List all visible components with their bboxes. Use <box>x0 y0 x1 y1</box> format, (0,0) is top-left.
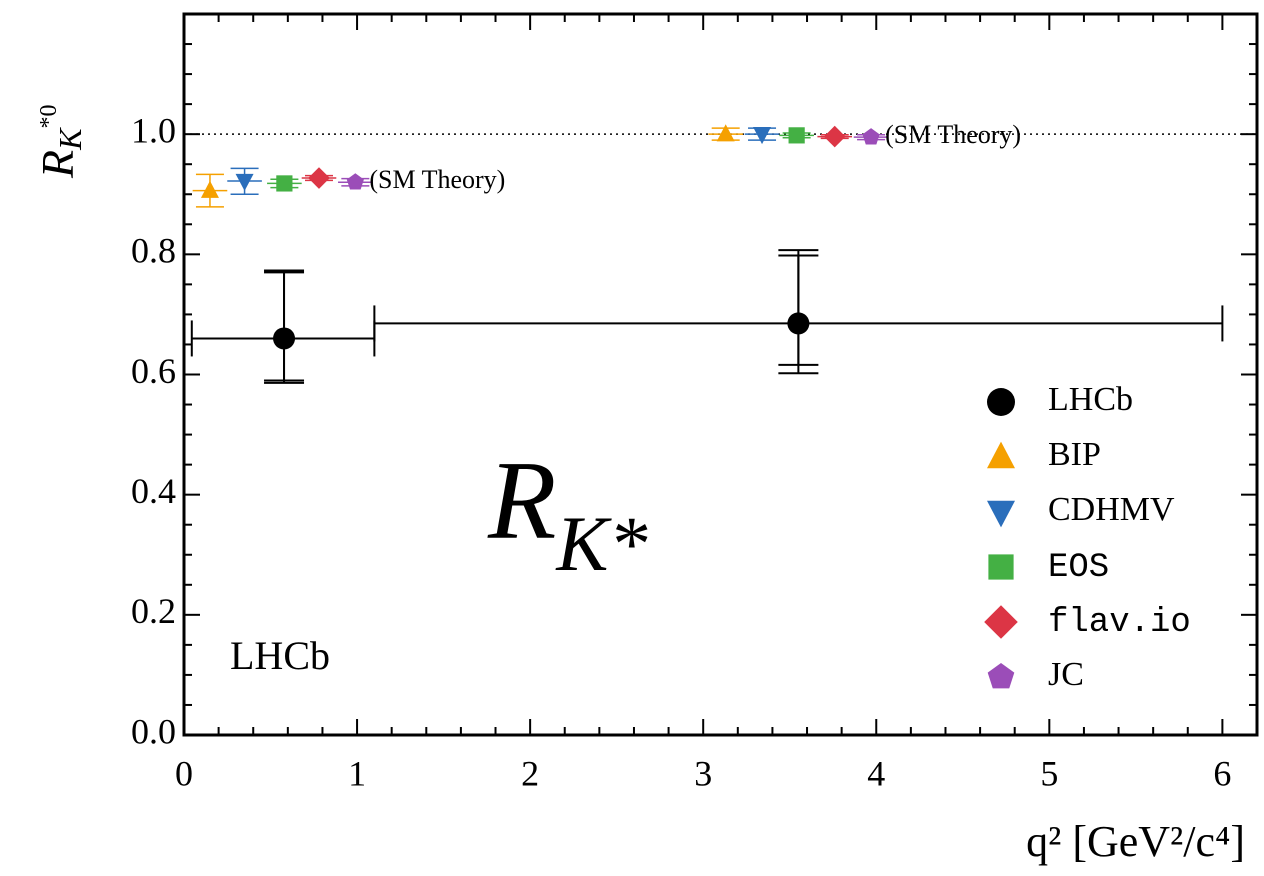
y-tick-label: 0.0 <box>131 711 176 751</box>
x-tick-label: 3 <box>694 753 712 793</box>
data-point <box>276 175 293 192</box>
x-axis-label: q² [GeV²/c⁴] <box>1026 817 1245 866</box>
data-point <box>788 127 805 144</box>
data-point <box>346 173 364 190</box>
data-point <box>823 125 846 148</box>
y-label-sub: K <box>52 127 88 151</box>
data-point <box>308 167 330 189</box>
x-tick-label: 5 <box>1040 753 1058 793</box>
big-label-base: R <box>487 439 556 563</box>
legend-label: EOS <box>1048 549 1109 587</box>
legend-marker <box>988 554 1014 580</box>
legend-label: JC <box>1048 656 1084 693</box>
data-point <box>716 124 735 142</box>
legend-marker <box>987 388 1015 416</box>
annotation: (SM Theory) <box>885 120 1021 149</box>
y-label-sup: *0 <box>36 105 62 129</box>
legend-marker <box>987 500 1015 528</box>
legend-label: CDHMV <box>1048 491 1175 528</box>
data-point <box>753 126 772 145</box>
x-tick-label: 2 <box>521 753 539 793</box>
x-tick-label: 6 <box>1213 753 1231 793</box>
plot-frame <box>182 12 1259 737</box>
data-point <box>273 327 296 350</box>
x-tick-label: 1 <box>348 753 366 793</box>
legend-marker <box>987 441 1015 469</box>
big-label: RK* <box>487 439 647 587</box>
x-tick-label: 4 <box>867 753 885 793</box>
y-tick-label: 0.4 <box>131 471 176 511</box>
legend-label: flav.io <box>1048 604 1191 642</box>
big-label-sub: K* <box>555 500 647 587</box>
y-axis-label: RK*0 <box>32 105 89 179</box>
annotation: (SM Theory) <box>369 165 505 194</box>
legend-label: LHCb <box>1048 381 1133 418</box>
data-point <box>235 173 254 191</box>
experiment-label: LHCb <box>230 633 330 678</box>
x-tick-label: 0 <box>175 753 193 793</box>
data-point <box>787 312 810 335</box>
y-tick-label: 0.8 <box>131 231 176 271</box>
y-tick-label: 0.6 <box>131 351 176 391</box>
legend-marker <box>987 663 1015 689</box>
legend-label: BIP <box>1048 436 1101 473</box>
y-tick-label: 0.2 <box>131 591 176 631</box>
data-point <box>200 180 219 198</box>
y-label-base: R <box>32 150 83 179</box>
data-point <box>862 128 880 145</box>
y-tick-label: 1.0 <box>131 110 176 150</box>
legend-marker <box>984 605 1018 639</box>
